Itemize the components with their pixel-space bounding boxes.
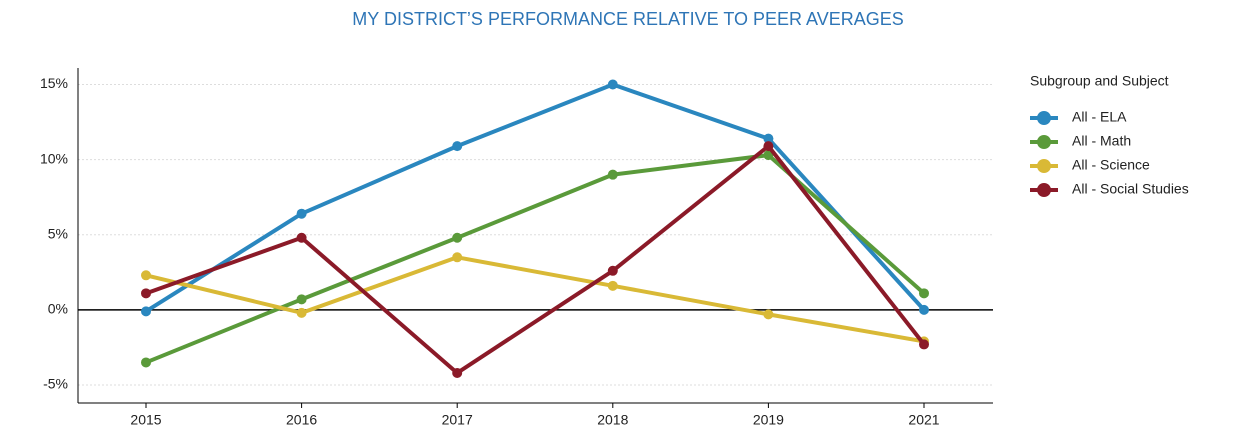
y-tick-label: 10% [40,150,68,166]
point [141,357,151,368]
point [296,294,307,305]
x-tick-label: 2021 [908,412,939,428]
point [763,133,774,144]
y-tick-label: 15% [40,75,68,91]
point [607,280,618,291]
point [296,232,307,243]
legend-marker [1037,183,1051,197]
legend-marker [1037,111,1051,125]
legend-label: All - Social Studies [1072,181,1189,197]
point [452,141,463,152]
point [141,270,151,281]
point [296,307,307,318]
series-line [145,255,925,344]
point [452,232,463,243]
series-line [144,82,926,314]
point [296,208,307,219]
legend-marker [1037,135,1051,149]
x-tick-label: 2016 [286,412,317,428]
point [141,306,151,317]
point [919,304,929,315]
legend-marker [1037,159,1051,173]
x-tick-label: 2015 [130,412,161,428]
legend-label: All - Math [1072,133,1131,149]
x-tick-label: 2019 [753,412,784,428]
point [141,288,151,299]
series-line [145,153,926,365]
point [607,265,618,276]
point [919,288,929,299]
series-line [145,144,926,375]
legend-label: All - ELA [1072,109,1127,125]
x-tick-label: 2017 [442,412,473,428]
chart-title: MY DISTRICT’S PERFORMANCE RELATIVE TO PE… [352,9,903,29]
legend-label: All - Science [1072,157,1150,173]
y-tick-label: -5% [43,376,68,392]
point [763,141,774,152]
x-tick-label: 2018 [597,412,628,428]
point [452,367,463,378]
point [607,79,618,90]
legend-title: Subgroup and Subject [1030,73,1169,89]
point [452,252,463,263]
point [919,339,929,350]
point [763,309,774,320]
y-tick-label: 0% [48,301,68,317]
point [607,169,618,180]
point [763,150,774,161]
y-tick-label: 5% [48,225,68,241]
